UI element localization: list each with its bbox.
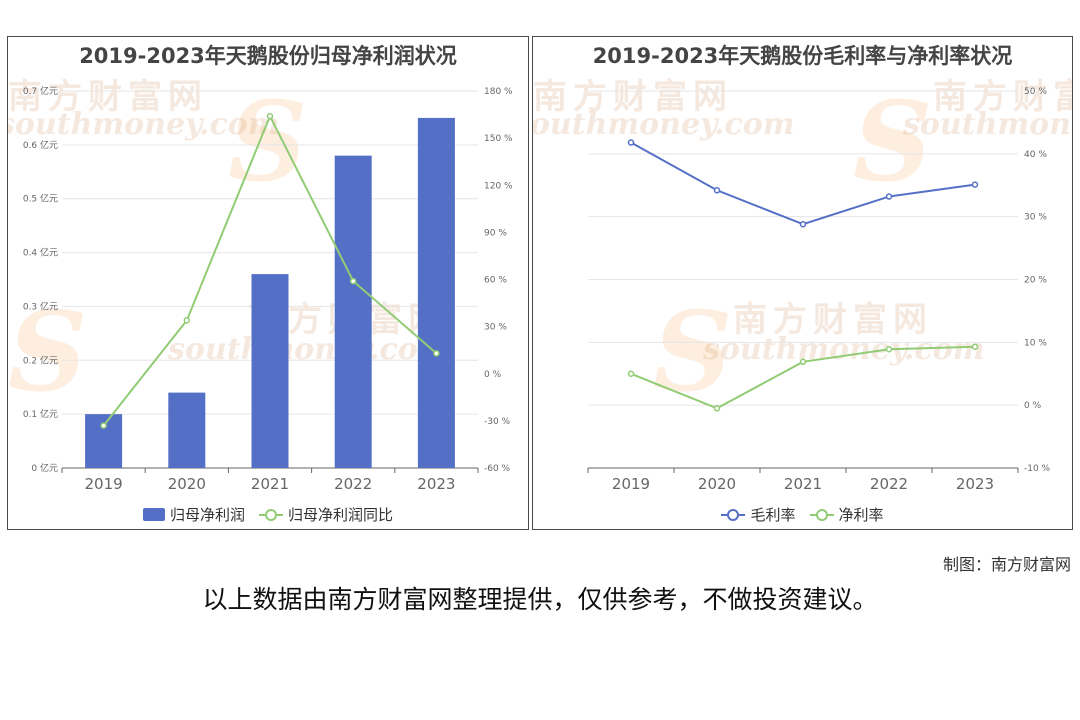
y-left-tick-label: 0.7 亿元: [23, 85, 58, 97]
legend-line-swatch: [721, 508, 746, 521]
y-right-tick-label: 90 %: [484, 228, 507, 238]
x-tick-label: 2019: [612, 475, 650, 493]
y-right-tick-label: 150 %: [484, 134, 513, 144]
y-left-tick-label: 0.1 亿元: [23, 408, 58, 420]
point-net-margin: [627, 370, 635, 377]
y-left-tick-label: 0.2 亿元: [23, 354, 58, 366]
y-right-tick-label: -30 %: [484, 417, 511, 427]
y-right-tick-label: 40 %: [1024, 150, 1047, 160]
chart-credit: 制图：南方财富网: [942, 555, 1071, 574]
y-right-tick-label: 10 %: [1024, 338, 1047, 348]
y-right-tick-label: -10 %: [1024, 464, 1051, 474]
chart-legend: 归母净利润 归母净利润同比: [8, 504, 528, 525]
y-right-tick-label: -60 %: [484, 464, 511, 474]
point-gross-margin: [885, 193, 893, 200]
y-right-tick-label: 0 %: [1024, 401, 1042, 411]
bar-net-profit: [417, 117, 455, 468]
point-net-margin: [885, 345, 893, 353]
x-tick-label: 2020: [168, 475, 206, 493]
legend-label: 净利率: [838, 506, 884, 524]
legend-line-swatch: [809, 508, 834, 521]
y-right-tick-label: 50 %: [1024, 87, 1047, 97]
legend-label: 归母净利润: [169, 506, 245, 524]
net-profit-chart-svg: 0 亿元 0.1 亿元 0.2 亿元 0.3 亿元 0.4 亿元 0.5 亿元 0.6 亿元…: [23, 85, 513, 493]
chart-title: 2019-2023年天鹅股份毛利率与净利率状况: [592, 44, 1013, 68]
y-left-tick-label: 0 亿元: [31, 462, 58, 474]
margin-chart-svg: -10 % 0 % 10 % 20 % 30 % 40 % 50 % 2019 2020 2021…: [587, 87, 1051, 493]
y-left-tick-label: 0.6 亿元: [23, 139, 58, 151]
y-right-tick-label: 0 %: [484, 370, 502, 380]
legend-line-swatch: [259, 508, 283, 521]
bar-net-profit: [85, 414, 123, 468]
point-net-profit-yoy: [349, 277, 357, 285]
margin-chart-panel: 南方财富网 southmoney.com S 南方财富网 southmoney.…: [532, 36, 1073, 530]
x-tick-label: 2022: [334, 475, 372, 493]
x-tick-label: 2023: [956, 475, 994, 493]
bar-net-profit: [251, 274, 289, 468]
point-net-profit-yoy: [100, 422, 107, 429]
legend-item-gross-margin[interactable]: 毛利率: [721, 504, 796, 525]
net-profit-chart-panel: 南方财富网 southmoney.com S 南方财富网 southmoney.…: [7, 36, 529, 530]
legend-item-net-profit[interactable]: 归母净利润: [142, 504, 245, 525]
point-net-margin: [799, 358, 807, 366]
x-tick-label: 2022: [870, 475, 908, 493]
chart-title: 2019-2023年天鹅股份归母净利润状况: [79, 44, 457, 68]
point-net-profit-yoy: [266, 112, 274, 120]
legend-item-net-margin[interactable]: 净利率: [809, 504, 884, 525]
legend-label: 毛利率: [750, 506, 796, 524]
point-gross-margin: [799, 220, 807, 228]
x-tick-label: 2020: [698, 475, 736, 493]
y-left-tick-label: 0.5 亿元: [23, 193, 58, 205]
point-gross-margin: [627, 139, 635, 146]
x-tick-label: 2023: [417, 475, 455, 493]
y-right-tick-label: 120 %: [484, 181, 513, 191]
y-right-tick-label: 30 %: [484, 323, 507, 333]
legend-item-net-profit-yoy[interactable]: 归母净利润同比: [259, 504, 393, 525]
y-right-tick-label: 180 %: [484, 87, 513, 97]
bar-net-profit: [334, 155, 372, 468]
x-tick-label: 2019: [85, 475, 123, 493]
line-net-margin: [630, 345, 976, 410]
y-left-tick-label: 0.3 亿元: [23, 300, 58, 312]
line-gross-margin: [630, 141, 976, 226]
bar-net-profit: [168, 392, 206, 468]
point-gross-margin: [713, 187, 721, 194]
legend-label: 归母净利润同比: [288, 506, 394, 524]
point-net-profit-yoy: [183, 317, 191, 324]
x-tick-label: 2021: [784, 475, 822, 493]
y-right-tick-label: 30 %: [1024, 213, 1047, 223]
point-net-profit-yoy: [433, 350, 440, 357]
point-net-margin: [971, 343, 979, 350]
point-gross-margin: [971, 181, 979, 188]
x-tick-label: 2021: [251, 475, 289, 493]
y-right-tick-label: 60 %: [484, 276, 507, 286]
legend-bar-swatch: [142, 508, 165, 521]
disclaimer-text: 以上数据由南方财富网整理提供，仅供参考，不做投资建议。: [202, 585, 878, 614]
chart-legend: 毛利率 净利率: [533, 504, 1072, 525]
y-right-tick-label: 20 %: [1024, 276, 1047, 286]
y-left-tick-label: 0.4 亿元: [23, 247, 58, 259]
point-net-margin: [713, 405, 721, 412]
